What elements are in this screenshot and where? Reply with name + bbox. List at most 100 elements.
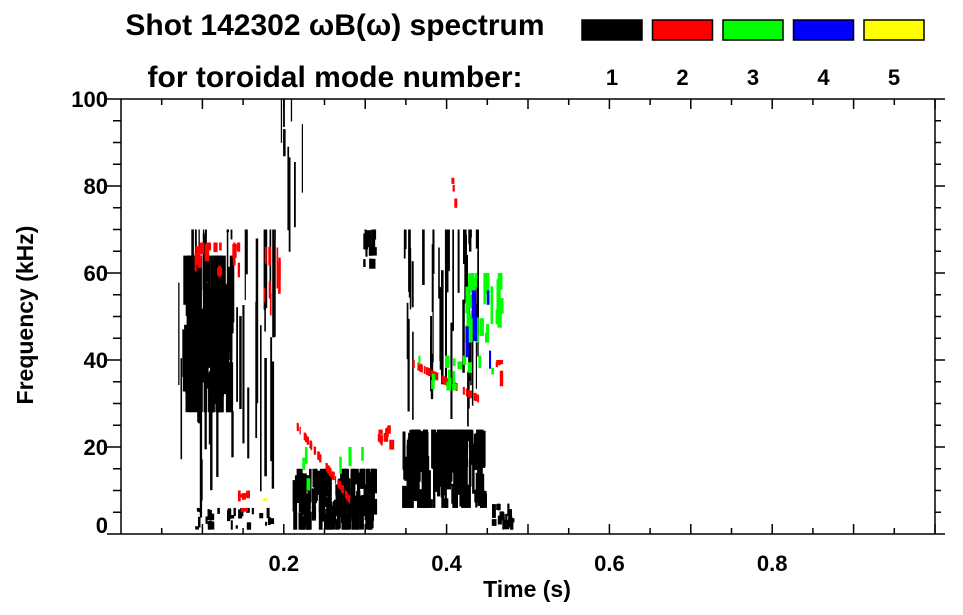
spectrum-mark-mode-3 bbox=[302, 457, 306, 470]
spectrum-mark-mode-2 bbox=[219, 242, 222, 251]
spectrum-mark-mode-3 bbox=[478, 355, 482, 369]
spectrum-mark-mode-1 bbox=[411, 261, 414, 308]
spectrum-mark-mode-1 bbox=[475, 229, 478, 249]
spectrum-mark-mode-1 bbox=[230, 313, 233, 359]
spectrum-mark-mode-2 bbox=[495, 362, 499, 368]
spectrum-mark-mode-1 bbox=[423, 478, 428, 508]
spectrum-mark-mode-1 bbox=[439, 471, 445, 486]
spectrum-mark-mode-2 bbox=[473, 392, 476, 401]
spectrum-mark-mode-1 bbox=[306, 504, 311, 521]
spectrum-mark-mode-2 bbox=[314, 447, 317, 455]
spectrum-mark-mode-2 bbox=[347, 494, 350, 502]
spectrum-mark-mode-1 bbox=[294, 162, 296, 228]
spectrum-mark-mode-1 bbox=[300, 482, 304, 516]
spectrum-mark-mode-1 bbox=[303, 515, 306, 530]
spectrum-mark-mode-1 bbox=[217, 302, 222, 373]
spectrum-mark-mode-1 bbox=[272, 229, 275, 338]
spectrum-mark-mode-1 bbox=[185, 368, 191, 413]
spectrum-mark-mode-1 bbox=[327, 498, 332, 516]
spectrum-mark-mode-1 bbox=[292, 480, 298, 512]
spectrum-mark-mode-2 bbox=[238, 493, 243, 498]
x-tick-label: 0.6 bbox=[594, 551, 625, 576]
spectrum-mark-mode-1 bbox=[187, 329, 190, 406]
spectrum-mark-mode-1 bbox=[497, 503, 500, 511]
spectrum-mark-mode-2 bbox=[319, 454, 322, 463]
spectrum-mark-mode-1 bbox=[415, 429, 419, 445]
spectrum-mark-mode-1 bbox=[270, 337, 273, 462]
spectrum-mark-mode-1 bbox=[353, 495, 357, 521]
spectrum-mark-mode-4 bbox=[489, 350, 492, 369]
chart-title: Shot 142302 ωB(ω) spectrum bbox=[125, 9, 544, 42]
spectrum-mark-mode-3 bbox=[448, 377, 452, 385]
spectrum-mark-mode-1 bbox=[441, 270, 444, 385]
spectrum-mark-mode-2 bbox=[232, 252, 236, 266]
spectrum-mark-mode-1 bbox=[363, 259, 366, 267]
spectrum-mark-mode-1 bbox=[198, 229, 200, 369]
spectrum-mark-mode-1 bbox=[443, 461, 447, 490]
spectrum-mark-mode-2 bbox=[246, 490, 250, 499]
spectrum-mark-mode-1 bbox=[180, 358, 183, 460]
spectrum-mark-mode-1 bbox=[363, 504, 366, 516]
spectrum-mark-mode-2 bbox=[419, 364, 422, 372]
spectrum-mark-mode-1 bbox=[428, 470, 431, 508]
spectrum-mark-mode-3 bbox=[490, 286, 494, 324]
spectrum-mark-mode-2 bbox=[243, 508, 249, 512]
spectrum-mark-mode-1 bbox=[298, 468, 303, 484]
spectrum-mark-mode-1 bbox=[501, 514, 505, 521]
spectrum-mark-mode-2 bbox=[276, 247, 279, 289]
spectrum-mark-mode-2 bbox=[278, 260, 281, 294]
spectrum-mark-mode-1 bbox=[432, 229, 435, 275]
legend-label-mode-2: 2 bbox=[676, 65, 688, 90]
spectrum-mark-mode-1 bbox=[327, 490, 330, 500]
spectrum-mark-mode-1 bbox=[365, 468, 369, 498]
spectrum-mark-mode-3 bbox=[418, 355, 421, 365]
spectrum-mark-mode-1 bbox=[422, 229, 425, 285]
spectrum-mark-mode-2 bbox=[456, 383, 458, 392]
spectrum-mark-mode-1 bbox=[247, 387, 250, 459]
spectrum-mark-mode-1 bbox=[467, 371, 469, 427]
spectrum-mark-mode-2 bbox=[194, 252, 197, 272]
spectrum-mark-mode-1 bbox=[287, 146, 290, 231]
y-tick-label: 60 bbox=[84, 261, 108, 286]
spectrum-mark-mode-2 bbox=[417, 362, 420, 371]
spectrum-mark-mode-1 bbox=[322, 487, 325, 514]
spectrum-mark-mode-2 bbox=[389, 439, 395, 450]
legend-label-mode-1: 1 bbox=[606, 65, 618, 90]
spectrum-mark-mode-2 bbox=[423, 366, 426, 374]
spectrum-mark-mode-1 bbox=[411, 452, 416, 485]
spectrum-mark-mode-2 bbox=[348, 495, 351, 504]
spectrum-mark-mode-1 bbox=[438, 469, 442, 487]
spectrum-mark-mode-3 bbox=[496, 279, 501, 315]
spectrum-mark-mode-1 bbox=[361, 495, 366, 516]
spectrum-mark-mode-1 bbox=[231, 411, 234, 458]
spectrum-mark-mode-1 bbox=[217, 507, 220, 514]
spectrum-mark-mode-1 bbox=[457, 229, 460, 293]
spectrum-mark-mode-3 bbox=[475, 317, 479, 343]
spectrum-mark-mode-1 bbox=[430, 316, 433, 383]
spectrum-mark-mode-1 bbox=[359, 495, 362, 511]
spectrum-mark-mode-1 bbox=[468, 229, 471, 244]
spectrum-mark-mode-1 bbox=[204, 281, 207, 450]
spectrum-mark-mode-2 bbox=[462, 386, 465, 395]
spectrum-mark-mode-1 bbox=[264, 358, 267, 477]
spectrum-mark-mode-2 bbox=[421, 364, 423, 373]
spectrum-mark-mode-1 bbox=[223, 359, 228, 395]
spectrum-mark-mode-2 bbox=[499, 370, 504, 387]
spectrum-mark-mode-3 bbox=[467, 362, 472, 373]
spectrum-mark-mode-2 bbox=[378, 429, 383, 435]
spectrum-mark-mode-1 bbox=[368, 476, 374, 495]
legend-swatch-mode-5 bbox=[863, 19, 925, 41]
spectrum-mark-mode-1 bbox=[469, 430, 474, 465]
spectrum-mark-mode-1 bbox=[507, 503, 510, 517]
spectrum-mark-mode-1 bbox=[323, 469, 327, 484]
spectrum-mark-mode-1 bbox=[212, 309, 215, 389]
spectrum-mark-mode-1 bbox=[463, 429, 466, 452]
spectrum-mark-mode-3 bbox=[465, 286, 470, 314]
spectrum-mark-mode-3 bbox=[431, 373, 436, 382]
spectrum-mark-mode-1 bbox=[412, 331, 414, 420]
y-tick-label: 0 bbox=[96, 513, 108, 538]
spectrum-mark-mode-1 bbox=[226, 229, 229, 324]
spectrum-mark-mode-1 bbox=[330, 505, 336, 524]
spectrum-mark-mode-2 bbox=[452, 185, 455, 192]
spectrum-mark-mode-1 bbox=[359, 468, 364, 489]
